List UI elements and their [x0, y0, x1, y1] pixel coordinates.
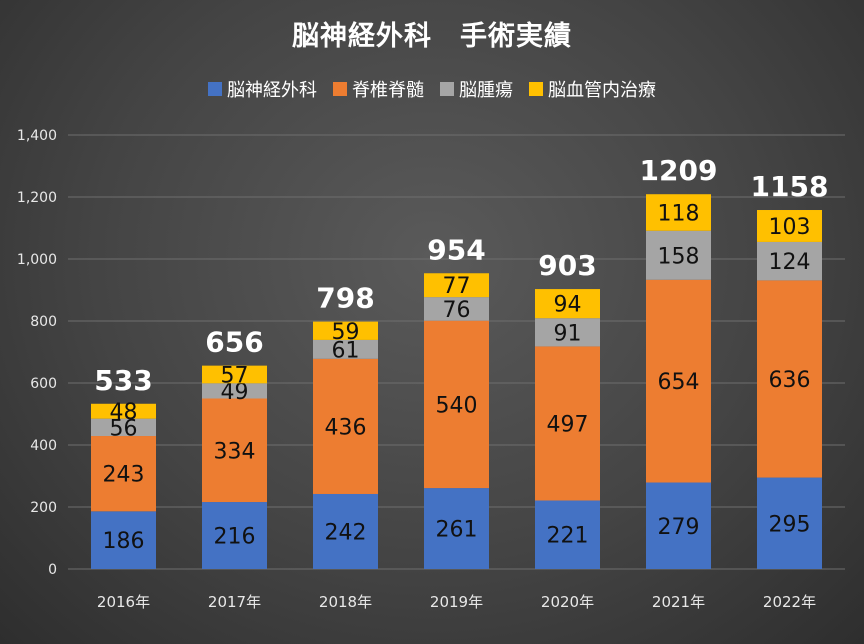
bar-segment	[202, 502, 267, 569]
legend-swatch	[333, 82, 347, 96]
x-tick-label: 2022年	[763, 593, 816, 611]
total-label: 533	[94, 364, 152, 397]
data-label: 158	[658, 244, 700, 269]
total-label: 954	[427, 233, 485, 266]
data-label: 76	[443, 298, 471, 323]
bar-segment	[646, 230, 711, 280]
data-label: 124	[769, 250, 811, 275]
total-label: 903	[538, 249, 596, 282]
bar-segment	[313, 339, 378, 359]
bar-segment	[91, 403, 156, 419]
legend-swatch	[208, 82, 222, 96]
legend-swatch	[440, 82, 454, 96]
bar-segment	[535, 289, 600, 319]
bar-segment	[424, 488, 489, 569]
data-label: 279	[658, 515, 700, 540]
data-label: 242	[325, 520, 367, 545]
y-tick-label: 600	[30, 376, 57, 392]
data-label: 57	[221, 363, 249, 388]
bar-segment	[646, 194, 711, 231]
total-label: 1209	[640, 154, 718, 187]
data-label: 118	[658, 202, 700, 227]
total-label: 1158	[751, 170, 829, 203]
legend-label: 脊椎脊髄	[352, 80, 424, 101]
data-label: 103	[769, 215, 811, 240]
x-tick-label: 2021年	[652, 593, 705, 611]
data-label: 94	[554, 293, 582, 318]
data-label: 186	[103, 529, 145, 554]
y-tick-label: 1,000	[17, 252, 57, 268]
bar-segment	[757, 280, 822, 478]
y-tick-label: 800	[30, 314, 57, 330]
y-tick-label: 1,200	[17, 190, 57, 206]
y-tick-label: 0	[48, 562, 57, 578]
bar-segment	[202, 383, 267, 399]
x-tick-label: 2018年	[319, 593, 372, 611]
bar-segment	[91, 511, 156, 569]
x-tick-label: 2020年	[541, 593, 594, 611]
bar-segment	[202, 365, 267, 384]
data-label: 49	[221, 380, 249, 405]
x-tick-label: 2017年	[208, 593, 261, 611]
data-label: 295	[769, 512, 811, 537]
total-label: 656	[205, 326, 263, 359]
legend-swatch	[529, 82, 543, 96]
bar-segment	[535, 346, 600, 501]
total-label: 798	[316, 282, 374, 315]
bar-segment	[313, 358, 378, 494]
bar-segment	[424, 273, 489, 298]
x-tick-label: 2019年	[430, 593, 483, 611]
data-label: 59	[332, 320, 360, 345]
data-label: 56	[110, 416, 138, 441]
bar-segment	[757, 477, 822, 569]
data-label: 48	[110, 400, 138, 425]
legend-item-spine: 脊椎脊髄	[333, 76, 424, 102]
legend: 脳神経外科 脊椎脊髄 脳腫瘍 脳血管内治療	[0, 76, 864, 102]
chart-title: 脳神経外科 手術実績	[292, 21, 572, 52]
data-label: 221	[547, 524, 589, 549]
bar-segment	[313, 321, 378, 340]
data-label: 243	[103, 463, 145, 488]
data-label: 91	[554, 321, 582, 346]
legend-label: 脳神経外科	[227, 80, 317, 101]
legend-item-brain-tumor: 脳腫瘍	[440, 76, 513, 102]
bar-segment	[91, 436, 156, 512]
data-label: 61	[332, 338, 360, 363]
data-label: 77	[443, 274, 471, 299]
legend-label: 脳血管内治療	[548, 80, 656, 101]
legend-label: 脳腫瘍	[459, 80, 513, 101]
data-label: 497	[547, 412, 589, 437]
y-tick-label: 400	[30, 438, 57, 454]
bar-segment	[91, 418, 156, 437]
bar-segment	[424, 320, 489, 489]
y-tick-label: 200	[30, 500, 57, 516]
bar-segment	[313, 493, 378, 569]
data-label: 334	[214, 439, 256, 464]
y-tick-label: 1,400	[17, 128, 57, 144]
bar-segment	[646, 482, 711, 569]
data-label: 216	[214, 525, 256, 550]
bar-segment	[424, 297, 489, 321]
bar-segment	[535, 500, 600, 569]
bar-segment	[757, 241, 822, 281]
data-label: 654	[658, 370, 700, 395]
legend-item-endovascular: 脳血管内治療	[529, 76, 656, 102]
bar-segment	[535, 318, 600, 347]
legend-item-neurosurgery: 脳神経外科	[208, 76, 317, 102]
data-label: 261	[436, 518, 478, 543]
bar-segment	[646, 279, 711, 483]
x-tick-label: 2016年	[97, 593, 150, 611]
data-label: 540	[436, 393, 478, 418]
bar-segment	[757, 210, 822, 242]
data-label: 436	[325, 415, 367, 440]
data-label: 636	[769, 368, 811, 393]
bar-segment	[202, 398, 267, 503]
